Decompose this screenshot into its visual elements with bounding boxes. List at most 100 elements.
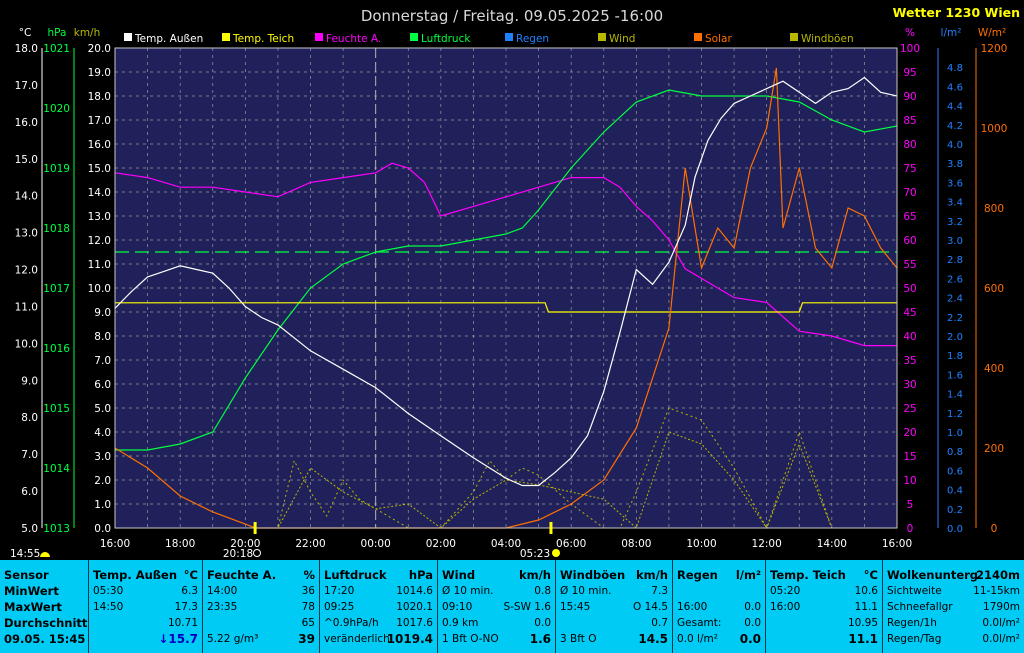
sunrise-time-label: 14:55 bbox=[10, 548, 40, 560]
table-cell: 0.0 l/m² bbox=[677, 633, 718, 645]
wind-tick-label: 9.0 bbox=[94, 307, 111, 319]
rain-tick-label: 3.2 bbox=[947, 217, 963, 228]
x-tick-label: 00:00 bbox=[361, 538, 391, 550]
solar-tick-label: 1000 bbox=[981, 123, 1008, 135]
rain-tick-label: 4.6 bbox=[947, 82, 963, 93]
legend-swatch bbox=[410, 33, 418, 41]
table-cell: 0.0 bbox=[744, 601, 761, 613]
table-cell: 14.5 bbox=[638, 632, 668, 646]
rain-tick-label: 3.0 bbox=[947, 236, 963, 247]
rain-tick-label: 2.4 bbox=[947, 294, 963, 305]
table-column: Wolkenunterg 2140m Sichtweite 11-15km Schnee… bbox=[882, 560, 1024, 653]
series-pressure bbox=[115, 89, 898, 451]
humidity-tick-label: 80 bbox=[903, 139, 916, 151]
humidity-tick-label: 95 bbox=[903, 67, 916, 79]
table-header-row: Wind km/h bbox=[442, 568, 551, 583]
temp-tick-label: 17.0 bbox=[15, 80, 38, 92]
temp-tick-label: 15.0 bbox=[15, 154, 38, 166]
table-cell: °C bbox=[863, 568, 878, 582]
wind-tick-label: 5.0 bbox=[94, 403, 111, 415]
table-cell: Regen bbox=[677, 568, 718, 582]
legend-label: Regen bbox=[516, 33, 549, 45]
rain-tick-label: 0.4 bbox=[947, 486, 963, 497]
humidity-tick-label: 35 bbox=[903, 355, 916, 367]
table-cell: 39 bbox=[298, 632, 315, 646]
rain-tick-label: 0.2 bbox=[947, 505, 963, 516]
table-cell: 0.0 bbox=[534, 617, 551, 629]
table-row: 10.71 bbox=[93, 616, 198, 631]
table-row: 16:00 11.1 bbox=[770, 600, 878, 615]
table-column: Sensor MinWert MaxWert Durchschnitt 09.05. 1… bbox=[0, 560, 88, 653]
temp-tick-label: 8.0 bbox=[21, 412, 38, 424]
rain-tick-label: 0.6 bbox=[947, 466, 963, 477]
table-row: Schneefallgr 1790m bbox=[887, 600, 1020, 615]
solar-tick-label: 800 bbox=[984, 203, 1004, 215]
rain-tick-label: 4.0 bbox=[947, 140, 963, 151]
wind-tick-label: 11.0 bbox=[88, 259, 111, 271]
x-tick-label: 04:00 bbox=[491, 538, 521, 550]
humidity-tick-label: 65 bbox=[903, 211, 916, 223]
table-cell: S-SW 1.6 bbox=[503, 601, 551, 613]
humidity-tick-label: 15 bbox=[903, 451, 916, 463]
table-cell: Ø 10 min. bbox=[560, 585, 612, 597]
table-cell: 1.6 bbox=[529, 632, 551, 646]
x-tick-label: 16:00 bbox=[100, 538, 130, 550]
rain-tick-label: 4.8 bbox=[947, 63, 963, 74]
rain-tick-label: 1.0 bbox=[947, 428, 963, 439]
moonrise-time-label: 05:23 bbox=[520, 548, 550, 560]
wind-tick-label: 1.0 bbox=[94, 499, 111, 511]
solar-tick-label: 600 bbox=[984, 283, 1004, 295]
humidity-tick-label: 85 bbox=[903, 115, 916, 127]
table-row: 11.1 bbox=[770, 632, 878, 647]
humidity-tick-label: 70 bbox=[903, 187, 916, 199]
table-cell: 1014.6 bbox=[396, 585, 433, 597]
x-tick-label: 18:00 bbox=[165, 538, 195, 550]
wind-tick-label: 10.0 bbox=[88, 283, 111, 295]
sunset-time-label: 20:18 bbox=[223, 548, 253, 560]
humidity-tick-label: 40 bbox=[903, 331, 916, 343]
table-column: Regen l/m² 16:00 0.0 Gesamt: 0.0 0.0 l/m² 0.0 bbox=[672, 560, 765, 653]
pressure-tick-label: 1018 bbox=[43, 223, 70, 235]
table-cell: 11.1 bbox=[854, 601, 878, 613]
wind-tick-label: 3.0 bbox=[94, 451, 111, 463]
solar-tick-label: 200 bbox=[984, 443, 1004, 455]
table-row: 65 bbox=[207, 616, 315, 631]
weather-chart: Donnerstag / Freitag. 09.05.2025 -16:00 W… bbox=[10, 5, 1020, 560]
table-cell: 09:25 bbox=[324, 601, 355, 613]
table-cell: 09:10 bbox=[442, 601, 473, 613]
plot-frame bbox=[114, 47, 898, 529]
table-row: 15:45 O 14.5 bbox=[560, 600, 668, 615]
axis-unit-rain: l/m² bbox=[941, 27, 962, 39]
table-cell: Sensor bbox=[4, 568, 49, 582]
table-row: 1 Bft O-NO 1.6 bbox=[442, 632, 551, 647]
table-row: MinWert bbox=[4, 584, 84, 599]
table-cell: Wind bbox=[442, 568, 476, 582]
table-cell: Temp. Teich bbox=[770, 568, 846, 582]
wind-tick-label: 6.0 bbox=[94, 379, 111, 391]
legend-label: Feuchte A. bbox=[326, 33, 381, 45]
table-header-row: Sensor bbox=[4, 568, 84, 583]
table-cell: km/h bbox=[518, 568, 551, 582]
temp-tick-label: 6.0 bbox=[21, 486, 38, 498]
wind-tick-label: 18.0 bbox=[88, 91, 111, 103]
table-cell: 17.3 bbox=[174, 601, 198, 613]
table-cell: 11.1 bbox=[848, 632, 878, 646]
rain-tick-label: 1.8 bbox=[947, 351, 963, 362]
table-cell: km/h bbox=[635, 568, 668, 582]
table-cell: °C bbox=[183, 568, 198, 582]
table-cell: Durchschnitt bbox=[4, 616, 88, 630]
legend-label: Wind bbox=[609, 33, 635, 45]
legend-label: Temp. Außen bbox=[134, 33, 203, 45]
rain-tick-label: 2.6 bbox=[947, 274, 963, 285]
temp-tick-label: 10.0 bbox=[15, 338, 38, 350]
table-cell: 0.0l/m² bbox=[982, 633, 1020, 645]
wind-tick-label: 19.0 bbox=[88, 67, 111, 79]
table-cell: 3 Bft O bbox=[560, 633, 597, 645]
rain-tick-label: 0.8 bbox=[947, 447, 963, 458]
solar-tick-label: 0 bbox=[991, 523, 998, 535]
rain-tick-label: 3.8 bbox=[947, 159, 963, 170]
humidity-tick-label: 50 bbox=[903, 283, 916, 295]
table-cell: Temp. Außen bbox=[93, 568, 178, 582]
table-cell: 1019.4 bbox=[386, 632, 433, 646]
table-cell: Feuchte A. bbox=[207, 568, 277, 582]
